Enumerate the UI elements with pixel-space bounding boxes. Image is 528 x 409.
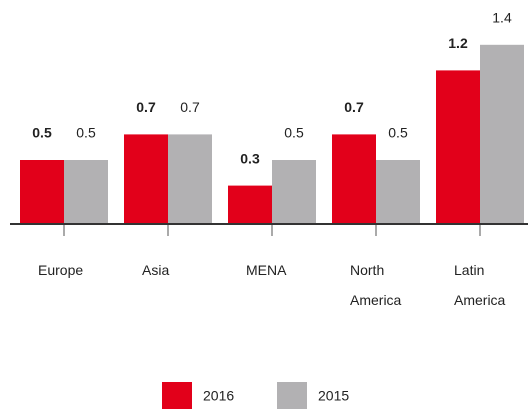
legend-label: 2015 <box>318 388 349 404</box>
x-tick-label: Asia <box>142 262 170 278</box>
bar <box>272 160 316 224</box>
legend-swatch <box>277 382 307 409</box>
bar <box>436 70 480 225</box>
x-tick-label: MENA <box>246 262 287 278</box>
bar <box>332 134 376 224</box>
bar <box>64 160 108 224</box>
bar <box>124 134 168 224</box>
legend-label: 2016 <box>203 388 234 404</box>
value-label: 0.3 <box>240 150 260 166</box>
bar <box>480 44 524 224</box>
legend-swatch <box>162 382 192 409</box>
x-tick-label: Latin America <box>454 262 506 308</box>
x-tick-label: North America <box>350 262 402 308</box>
bar <box>376 160 420 224</box>
value-label: 0.7 <box>344 99 364 115</box>
x-tick-label: Europe <box>38 262 84 278</box>
bar <box>20 160 64 224</box>
value-label: 1.2 <box>448 35 468 51</box>
bar <box>168 134 212 224</box>
value-label: 0.7 <box>180 99 200 115</box>
value-label: 1.4 <box>492 10 512 26</box>
value-label: 0.7 <box>136 99 156 115</box>
bar <box>228 185 272 224</box>
value-label: 0.5 <box>284 125 304 141</box>
value-label: 0.5 <box>76 125 96 141</box>
value-label: 0.5 <box>32 125 52 141</box>
value-label: 0.5 <box>388 125 408 141</box>
